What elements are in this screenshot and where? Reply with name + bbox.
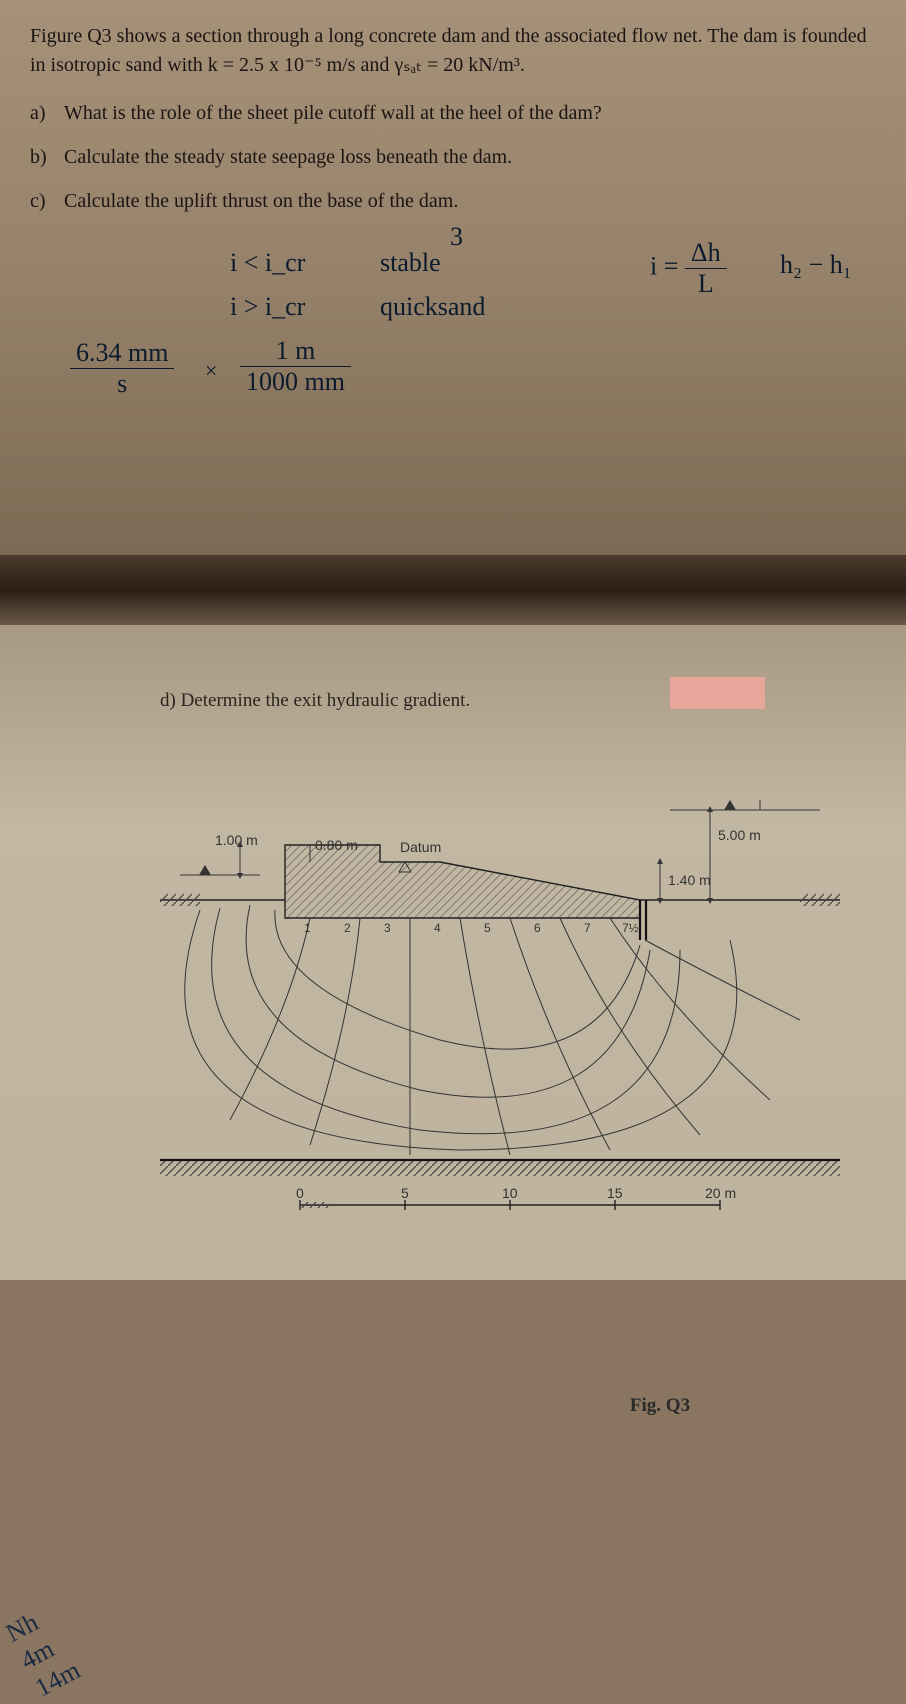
part-d: d) Determine the exit hydraulic gradient… bbox=[160, 690, 470, 712]
lower-page: d) Determine the exit hydraulic gradient… bbox=[0, 625, 906, 1280]
dim-080: 0.80 m bbox=[315, 837, 358, 853]
water-marker-up bbox=[199, 865, 211, 875]
part-b: b) Calculate the steady state seepage lo… bbox=[30, 142, 876, 172]
part-label: a) bbox=[30, 98, 64, 128]
hand-row1b: stable bbox=[380, 248, 441, 278]
hand-frac1: 6.34 mm s bbox=[70, 340, 174, 397]
frac1-den: s bbox=[70, 369, 174, 397]
flownet-svg: 1 2 3 4 5 6 7 7½ 1.00 m 0.80 m Datum 1.4… bbox=[160, 790, 840, 1230]
drop-7b: 7½ bbox=[622, 921, 639, 935]
redacted-block bbox=[670, 677, 765, 709]
frac1-num: 6.34 mm bbox=[70, 340, 174, 369]
page-spine bbox=[0, 555, 906, 625]
hand-frac2: 1 m 1000 mm bbox=[240, 338, 351, 395]
dim-1m: 1.00 m bbox=[215, 832, 258, 848]
drop-1: 1 bbox=[304, 921, 311, 935]
hand-three: 3 bbox=[450, 222, 463, 252]
frac2-den: 1000 mm bbox=[240, 367, 351, 395]
problem-intro: Figure Q3 shows a section through a long… bbox=[30, 22, 876, 80]
part-c: c) Calculate the uplift thrust on the ba… bbox=[30, 186, 876, 216]
water-marker-down bbox=[724, 800, 736, 810]
eq1-den: L bbox=[685, 269, 727, 297]
side-handwriting: Nh 4m 14m bbox=[1, 1600, 86, 1704]
hand-row1a: i < i_cr bbox=[230, 248, 305, 278]
impermeable-base bbox=[160, 1160, 840, 1176]
scale-20: 20 m bbox=[705, 1185, 736, 1201]
drop-6: 6 bbox=[534, 921, 541, 935]
ground-hatch-right bbox=[800, 894, 840, 906]
drop-4: 4 bbox=[434, 921, 441, 935]
ground-hatch-left bbox=[160, 894, 200, 906]
hand-eq2: h₂ − h₁ bbox=[780, 250, 852, 280]
dim-140: 1.40 m bbox=[668, 872, 711, 888]
scale-5: 5 bbox=[401, 1185, 409, 1201]
scale-15: 15 bbox=[607, 1185, 623, 1201]
upper-page: Figure Q3 shows a section through a long… bbox=[0, 0, 906, 555]
dim-500: 5.00 m bbox=[718, 827, 761, 843]
hand-row2a: i > i_cr bbox=[230, 292, 305, 322]
hand-times: × bbox=[205, 358, 217, 384]
eq1-num: Δh bbox=[685, 240, 727, 269]
hand-eq1: i = Δh L bbox=[650, 240, 727, 297]
part-text: Calculate the steady state seepage loss … bbox=[64, 142, 876, 172]
handwriting-region: 3 i < i_cr stable i > i_cr quicksand 6.3… bbox=[30, 230, 876, 460]
frac2-num: 1 m bbox=[240, 338, 351, 367]
part-text: Calculate the uplift thrust on the base … bbox=[64, 186, 876, 216]
figure-caption: Fig. Q3 bbox=[600, 1395, 720, 1417]
drop-2: 2 bbox=[344, 921, 351, 935]
drop-5: 5 bbox=[484, 921, 491, 935]
part-a: a) What is the role of the sheet pile cu… bbox=[30, 98, 876, 128]
dim-datum: Datum bbox=[400, 839, 441, 855]
hand-row2b: quicksand bbox=[380, 292, 485, 322]
part-label: b) bbox=[30, 142, 64, 172]
scale-0: 0 bbox=[296, 1185, 304, 1201]
part-text: What is the role of the sheet pile cutof… bbox=[64, 98, 876, 128]
drop-7: 7 bbox=[584, 921, 591, 935]
scale-10: 10 bbox=[502, 1185, 518, 1201]
figure-q3: 1 2 3 4 5 6 7 7½ 1.00 m 0.80 m Datum 1.4… bbox=[160, 790, 840, 1230]
drop-3: 3 bbox=[384, 921, 391, 935]
part-label: c) bbox=[30, 186, 64, 216]
dam-section bbox=[285, 845, 640, 918]
